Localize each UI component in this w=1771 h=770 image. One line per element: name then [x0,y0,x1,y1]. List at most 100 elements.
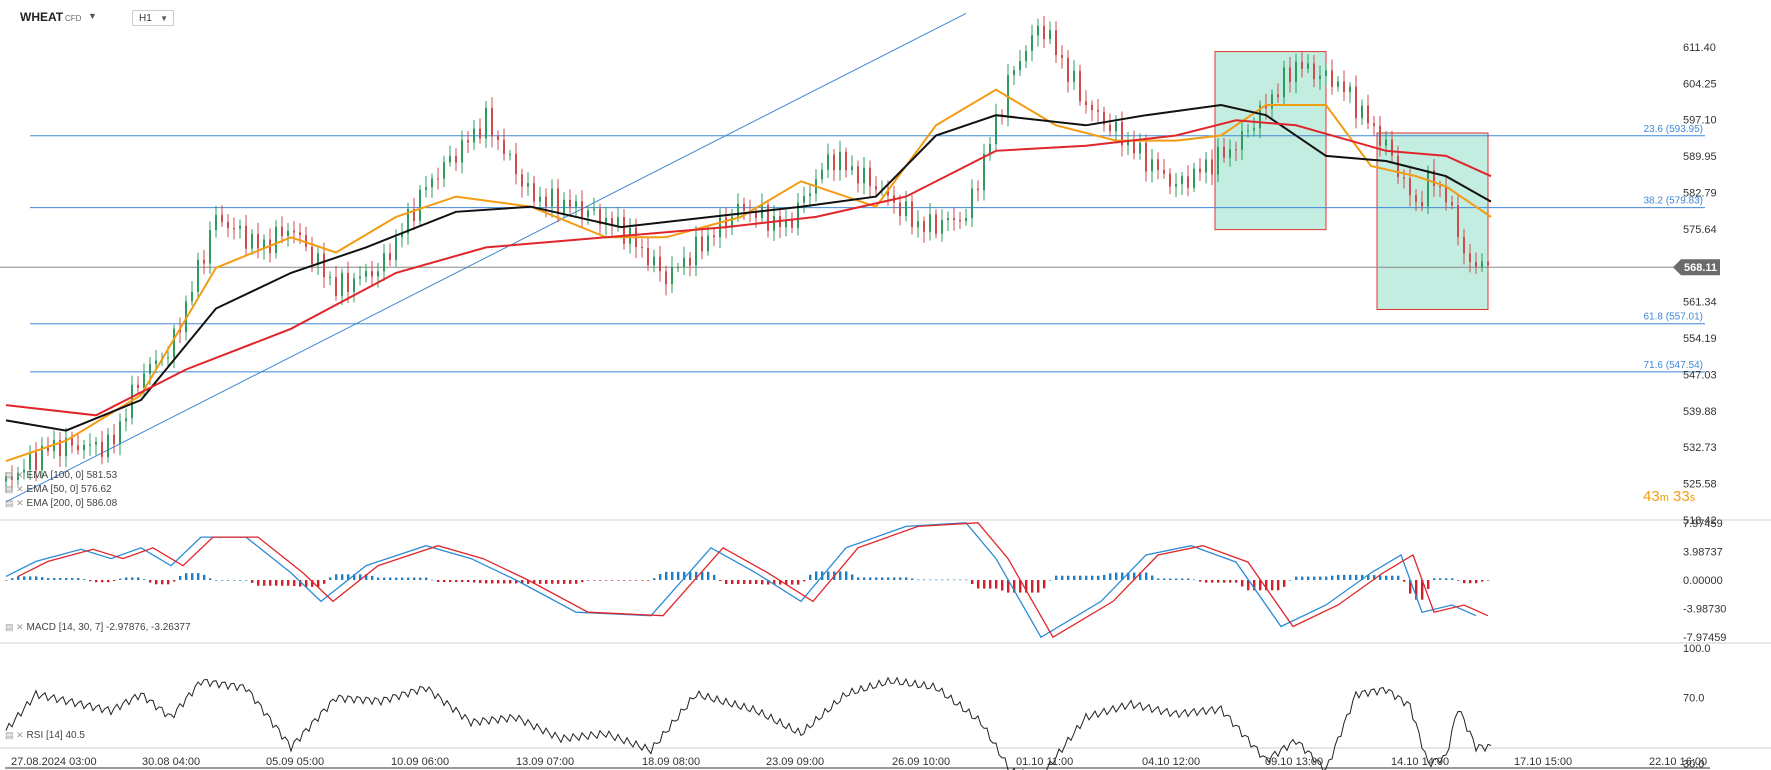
candle-body [83,444,85,451]
settings-icon[interactable]: ▤ ✕ [5,498,24,508]
timeframe-select[interactable]: H1 ▼ [132,10,174,26]
candle-body [287,230,289,237]
legend-ema50[interactable]: ▤ ✕ EMA [50, 0] 576.62 [5,484,112,495]
rsi-y-tick-label: 70.0 [1683,693,1704,705]
macd-histogram-bar [521,580,524,584]
candle-body [1487,261,1489,266]
macd-histogram-bar [263,580,266,586]
legend-ema200[interactable]: ▤ ✕ EMA [200, 0] 586.08 [5,498,118,509]
candle-body [671,267,673,285]
macd-histogram-bar [323,580,326,584]
candle-body [143,373,145,388]
macd-histogram-bar [1079,575,1082,580]
y-tick-label: 604.25 [1683,78,1717,90]
candle-body [1109,124,1111,132]
candle-body [1433,170,1435,187]
y-tick-label: 561.34 [1683,297,1717,309]
candle-body [917,221,919,228]
macd-histogram-bar [203,574,206,580]
candle-body [1325,70,1327,76]
candle-body [689,257,691,266]
candle-body [647,247,649,266]
candle-body [383,253,385,272]
legend-rsi[interactable]: ▤ ✕ RSI [14] 40.5 [5,730,85,741]
legend-macd[interactable]: ▤ ✕ MACD [14, 30, 7] -2.97876, -3.26377 [5,622,191,633]
settings-icon[interactable]: ▤ ✕ [5,622,24,632]
x-tick-label: 09.10 13:00 [1265,756,1323,768]
candle-body [77,445,79,451]
candle-body [1097,110,1099,112]
macd-histogram-bar [869,577,872,580]
symbol-dropdown-icon[interactable]: ▼ [88,11,97,21]
candle-body [1139,142,1141,154]
candle-body [1067,57,1069,82]
x-tick-label: 22.10 16:00 [1649,756,1707,768]
candle-body [797,202,799,228]
macd-histogram-bar [719,580,722,581]
candle-body [227,221,229,229]
macd-y-tick-label: 7.97459 [1683,518,1723,530]
macd-histogram-bar [671,571,674,580]
macd-histogram-bar [275,580,278,586]
symbol-name[interactable]: WHEAT [20,10,64,24]
y-tick-label: 525.58 [1683,479,1717,491]
rsi-y-tick-label: 100.0 [1683,643,1711,655]
candle-body [1331,70,1333,87]
macd-histogram-bar [665,571,668,580]
candle-body [497,136,499,140]
macd-histogram-bar [935,579,938,581]
candle-body [431,178,433,188]
macd-histogram-bar [815,571,818,580]
candle-body [1241,131,1243,150]
macd-histogram-bar [1433,578,1436,580]
macd-histogram-bar [1157,578,1160,580]
candle-body [575,201,577,207]
macd-histogram-bar [1475,580,1478,584]
settings-icon[interactable]: ▤ ✕ [5,730,24,740]
separators [0,519,1771,769]
macd-histogram-bar [1325,576,1328,580]
candle-body [1091,104,1093,111]
candle-body [641,246,643,248]
x-tick-label: 27.08.2024 03:00 [11,756,97,768]
macd-histogram-bar [1349,574,1352,580]
ema-lines [5,88,1492,463]
candle-body [1235,149,1237,151]
macd-histogram-bar [1403,580,1406,582]
settings-icon[interactable]: ▤ ✕ [5,470,24,480]
candle-body [407,209,409,234]
macd-histogram-bar [1391,575,1394,580]
candle-body [401,233,403,238]
candle-body [683,257,685,268]
macd-histogram-bar [881,577,884,580]
macd-histogram-bar [5,580,8,581]
x-tick-label: 13.09 07:00 [516,756,574,768]
candle-body [425,187,427,190]
candle-body [1247,130,1249,132]
macd-histogram-bar [1355,574,1358,580]
candle-body [1061,55,1063,58]
macd-histogram-bar [77,578,80,580]
candle-body [983,153,985,191]
candle-body [605,218,607,225]
macd-histogram-bar [29,576,32,580]
macd-histogram-bar [473,580,476,583]
macd-histogram-bar [1037,580,1040,593]
settings-icon[interactable]: ▤ ✕ [5,484,24,494]
candle-body [491,107,493,137]
chevron-down-icon: ▼ [160,14,168,23]
highlight-zones [1214,51,1489,310]
macd-histogram-bar [779,580,782,585]
candle-body [875,186,877,190]
legend-ema100[interactable]: ▤ ✕ EMA [100, 0] 581.53 [5,470,118,481]
macd-histogram-bar [1211,580,1214,583]
candle-body [263,239,265,249]
macd-histogram-bar [365,574,368,580]
macd-histogram-bar [1265,580,1268,591]
macd-histogram-bar [695,571,698,580]
macd-histogram-bar [437,580,440,583]
macd-histogram-bar [245,580,248,581]
macd-histogram-bar [1007,580,1010,593]
candle-body [1169,173,1171,187]
